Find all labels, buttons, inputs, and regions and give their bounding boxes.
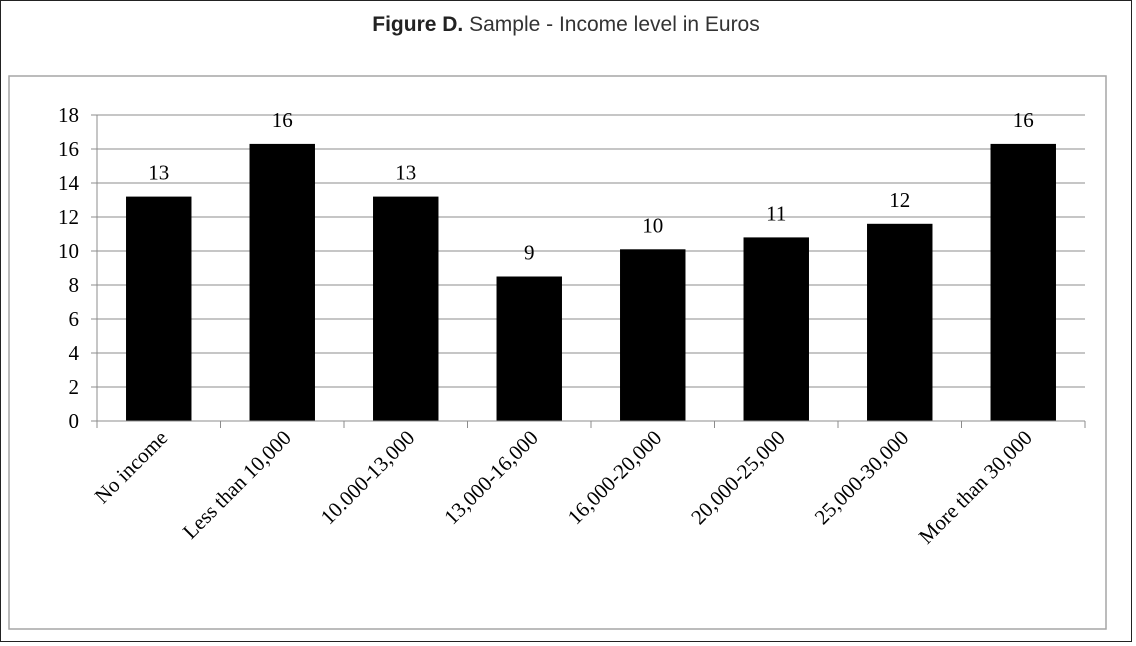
data-labels: 13 16 13 9 10 11 12 16 bbox=[148, 108, 1034, 265]
data-label: 13 bbox=[395, 161, 416, 185]
x-tick-label: 25,000-30,000 bbox=[810, 426, 914, 530]
y-tick-label: 10 bbox=[58, 239, 79, 263]
bar bbox=[990, 143, 1056, 421]
axes bbox=[91, 114, 1086, 428]
x-tick-labels: No income Less than 10,000 10.000-13,000 13… bbox=[90, 426, 1037, 549]
y-tick-label: 18 bbox=[58, 103, 79, 127]
bar bbox=[496, 276, 562, 421]
y-tick-label: 0 bbox=[69, 409, 80, 433]
y-tick-label: 8 bbox=[69, 273, 80, 297]
y-tick-label: 14 bbox=[58, 171, 80, 195]
y-tick-label: 6 bbox=[69, 307, 80, 331]
x-tick-label: 13,000-16,000 bbox=[439, 426, 543, 530]
figure-title: Figure D. Sample - Income level in Euros bbox=[0, 13, 1132, 37]
x-tick-label: 20,000-25,000 bbox=[686, 426, 790, 530]
figure-label: Figure D. bbox=[372, 13, 464, 36]
y-tick-label: 4 bbox=[69, 341, 80, 365]
data-label: 16 bbox=[1013, 108, 1034, 132]
bar bbox=[249, 143, 315, 421]
y-tick-label: 16 bbox=[58, 137, 79, 161]
x-tick-label: More than 30,000 bbox=[914, 426, 1037, 549]
data-label: 12 bbox=[889, 188, 910, 212]
figure-caption: Sample - Income level in Euros bbox=[469, 13, 760, 36]
y-tick-label: 12 bbox=[58, 205, 79, 229]
bars bbox=[126, 143, 1056, 421]
data-label: 13 bbox=[148, 161, 169, 185]
x-tick-label: No income bbox=[90, 426, 173, 509]
bar bbox=[126, 196, 192, 421]
plot-area-border bbox=[8, 75, 1107, 630]
x-tick-label: 10.000-13,000 bbox=[316, 426, 420, 530]
bar bbox=[620, 249, 686, 421]
x-tick-label: Less than 10,000 bbox=[178, 426, 296, 544]
data-label: 9 bbox=[524, 241, 535, 265]
y-tick-label: 2 bbox=[69, 375, 80, 399]
data-label: 16 bbox=[272, 108, 293, 132]
bar bbox=[867, 223, 933, 421]
data-label: 10 bbox=[642, 213, 663, 237]
y-tick-labels: 0 2 4 6 8 10 12 14 16 18 bbox=[58, 103, 80, 433]
x-tick-label: 16,000-20,000 bbox=[563, 426, 667, 530]
gridlines bbox=[97, 114, 1085, 388]
bar bbox=[743, 237, 809, 421]
data-label: 11 bbox=[766, 201, 786, 225]
bar bbox=[373, 196, 439, 421]
